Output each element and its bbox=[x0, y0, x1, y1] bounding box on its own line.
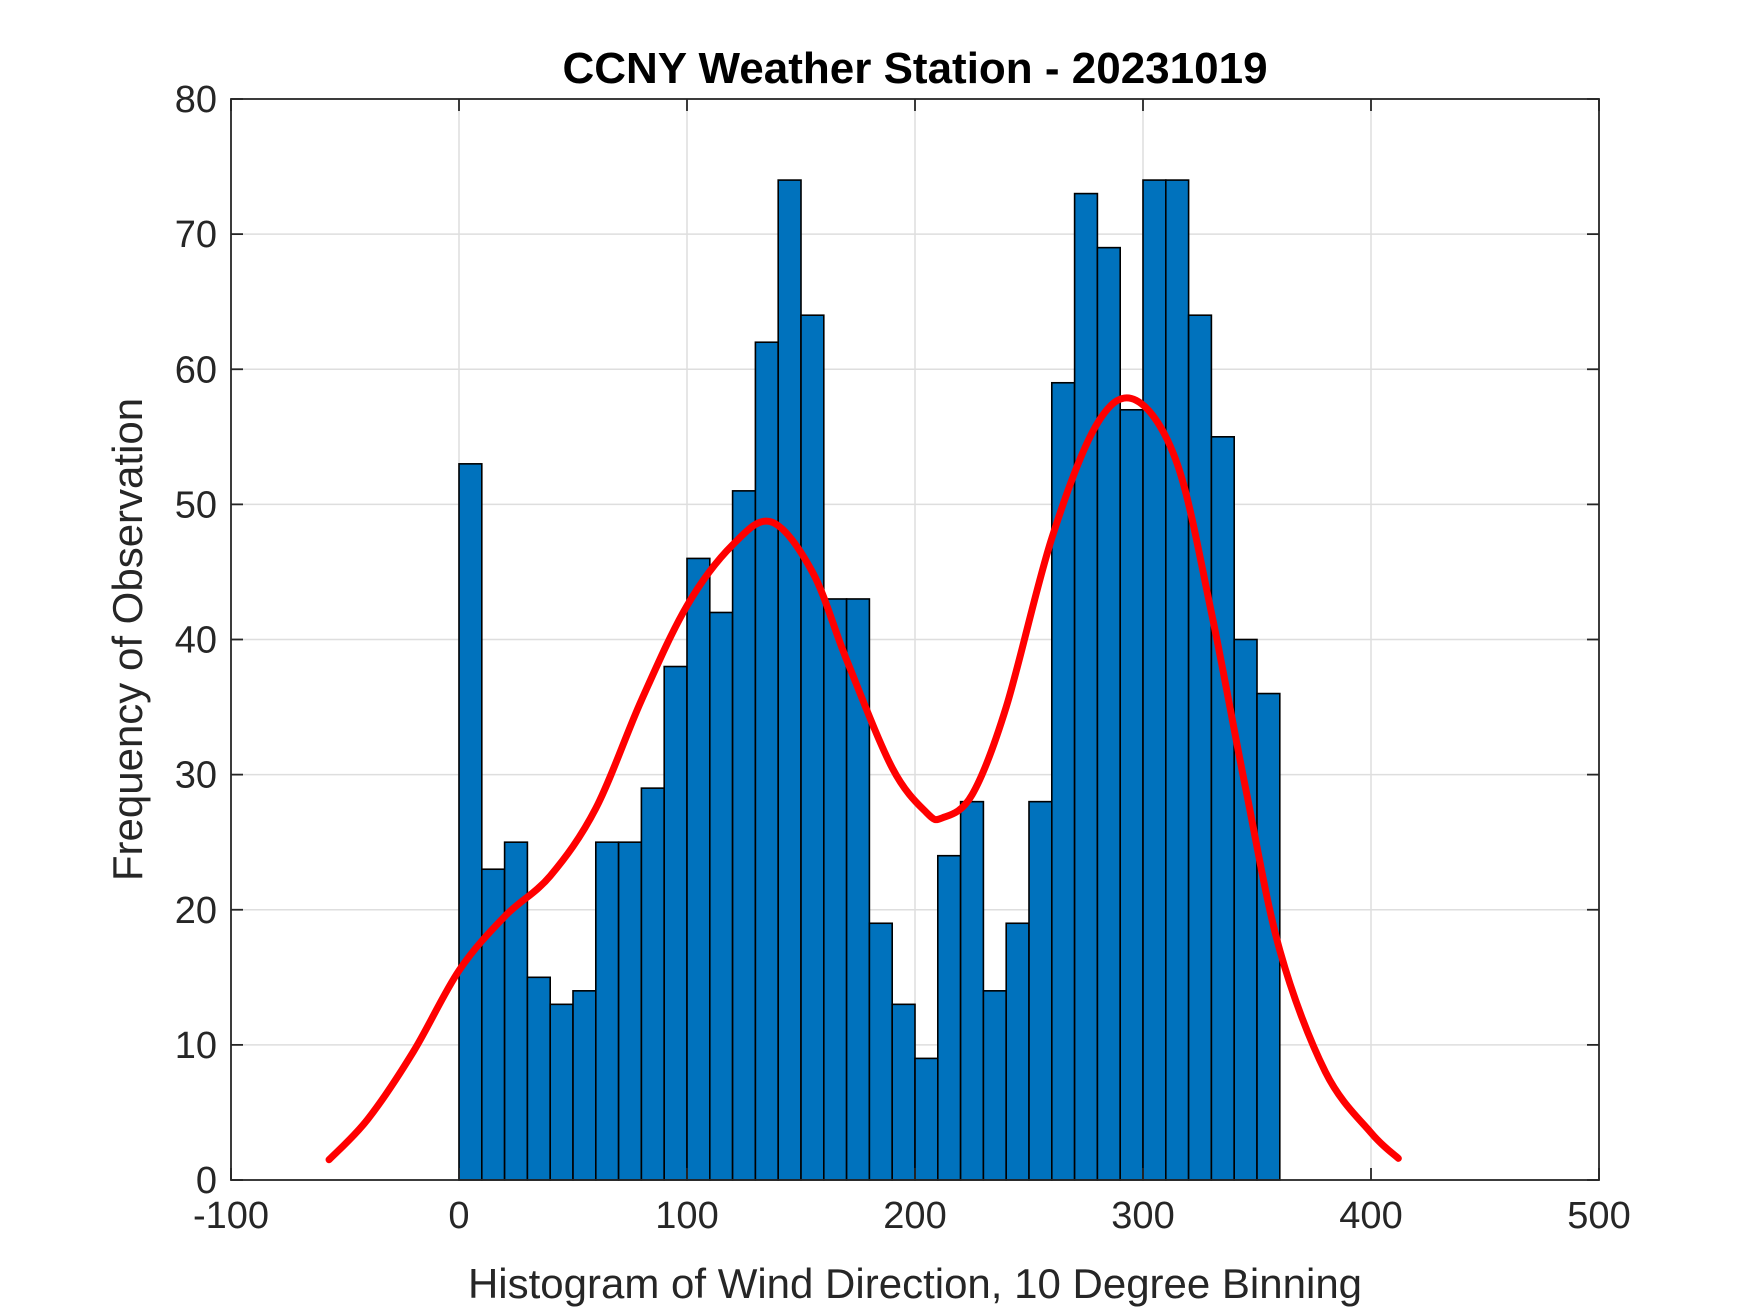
histogram-bar bbox=[663, 665, 688, 1181]
histogram-bar bbox=[1119, 408, 1144, 1181]
x-tick-label: 300 bbox=[1111, 1195, 1174, 1237]
y-tick-label: 10 bbox=[175, 1025, 217, 1067]
histogram-bar bbox=[549, 1003, 574, 1181]
y-tick-label: 0 bbox=[196, 1160, 217, 1202]
chart-title: CCNY Weather Station - 20231019 bbox=[562, 44, 1267, 93]
histogram-bar bbox=[731, 490, 757, 1181]
histogram-bar bbox=[1142, 179, 1167, 1181]
histogram-bar bbox=[959, 800, 985, 1181]
histogram-bar bbox=[1073, 192, 1099, 1181]
x-tick-label: 200 bbox=[883, 1195, 946, 1237]
histogram-bar bbox=[891, 1003, 916, 1181]
x-axis-label: Histogram of Wind Direction, 10 Degree B… bbox=[468, 1260, 1362, 1307]
histogram-bars bbox=[458, 179, 1281, 1181]
histogram-bar bbox=[458, 463, 483, 1181]
histogram-bar bbox=[572, 990, 597, 1181]
y-tick-label: 60 bbox=[175, 349, 217, 391]
y-tick-label: 40 bbox=[175, 620, 217, 662]
histogram-bar bbox=[800, 314, 825, 1181]
histogram-bar bbox=[526, 976, 552, 1181]
histogram-bar bbox=[1187, 314, 1213, 1181]
histogram-bar bbox=[1096, 246, 1122, 1181]
histogram-bar bbox=[640, 787, 666, 1181]
x-tick-label: 100 bbox=[655, 1195, 718, 1237]
y-tick-label: 20 bbox=[175, 890, 217, 932]
y-tick-label: 30 bbox=[175, 755, 217, 797]
histogram-bar bbox=[982, 990, 1008, 1181]
x-tick-label: 400 bbox=[1339, 1195, 1402, 1237]
histogram-bar bbox=[617, 841, 643, 1181]
y-tick-label: 80 bbox=[175, 79, 217, 121]
y-tick-label: 50 bbox=[175, 484, 217, 526]
histogram-bar bbox=[868, 922, 894, 1181]
x-tick-label: 500 bbox=[1567, 1195, 1630, 1237]
histogram-bar bbox=[914, 1057, 939, 1181]
histogram-bar bbox=[777, 179, 802, 1181]
histogram-bar bbox=[1165, 179, 1190, 1181]
y-tick-label: 70 bbox=[175, 214, 217, 256]
histogram-bar bbox=[936, 854, 962, 1181]
histogram-bar bbox=[594, 841, 620, 1181]
histogram-bar bbox=[1028, 800, 1053, 1181]
histogram-bar bbox=[1210, 436, 1236, 1181]
histogram-bar bbox=[1005, 922, 1030, 1181]
histogram-bar bbox=[708, 611, 734, 1181]
labels: CCNY Weather Station - 20231019 Histogra… bbox=[104, 44, 1362, 1307]
histogram-bar bbox=[822, 598, 848, 1181]
histogram-bar bbox=[754, 341, 780, 1181]
fit-curve-layer bbox=[325, 394, 1402, 1164]
histogram-bar bbox=[686, 557, 711, 1181]
histogram-bar bbox=[503, 841, 529, 1181]
x-tick-label: 0 bbox=[448, 1195, 469, 1237]
histogram-bar bbox=[1233, 638, 1258, 1181]
fit-curve-line bbox=[325, 394, 1402, 1164]
x-tick-label: -100 bbox=[193, 1195, 269, 1237]
y-axis-label: Frequency of Observation bbox=[104, 398, 151, 881]
